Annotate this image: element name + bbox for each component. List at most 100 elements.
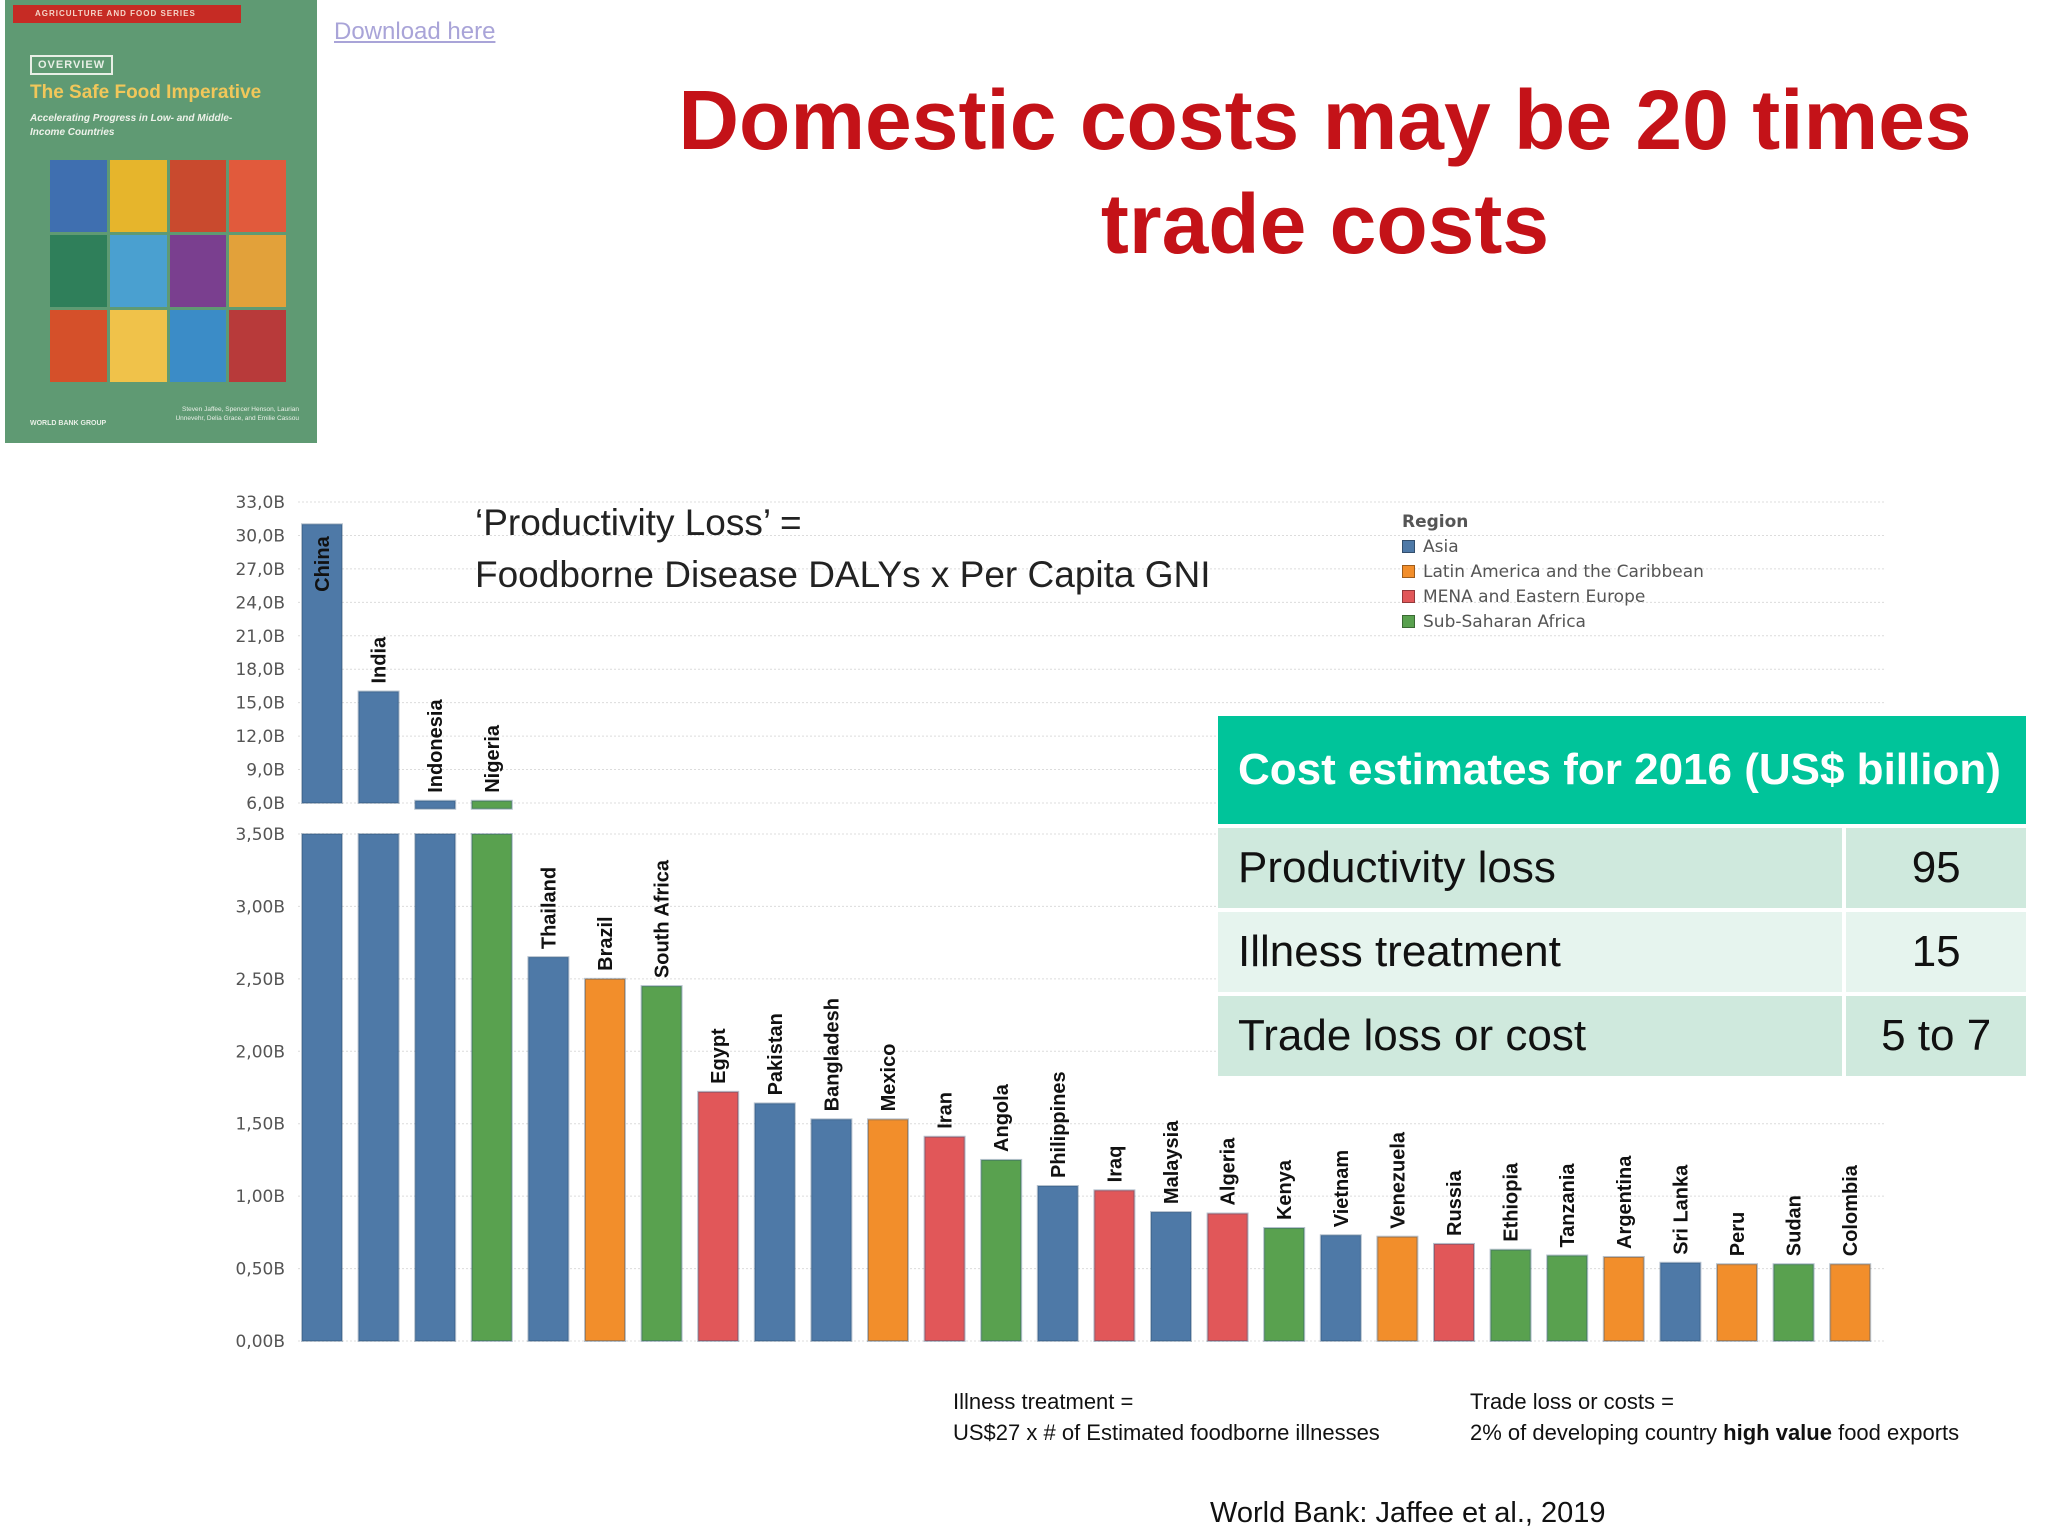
table-row: Productivity loss 95 <box>1218 828 2026 908</box>
y-tick-label: 9,0B <box>246 761 285 781</box>
bar <box>414 799 457 810</box>
source-citation: World Bank: Jaffee et al., 2019 <box>1210 1497 1606 1529</box>
bar <box>697 1090 740 1342</box>
y-tick-label: 0,50B <box>235 1260 285 1280</box>
category-label: Pakistan <box>765 1013 787 1095</box>
row-value: 5 to 7 <box>1846 996 2026 1076</box>
bar <box>1150 1211 1192 1342</box>
bar <box>357 833 400 1342</box>
formula-line-1: ‘Productivity Loss’ = <box>475 502 802 543</box>
bar <box>1036 1185 1079 1343</box>
table-row: Trade loss or cost 5 to 7 <box>1218 996 2026 1076</box>
category-label: Malaysia <box>1161 1120 1183 1204</box>
category-label: Thailand <box>538 867 560 949</box>
bar <box>1206 1212 1249 1342</box>
book-cover-image: AGRICULTURE AND FOOD SERIES OVERVIEW The… <box>5 0 317 443</box>
category-label: Algeria <box>1218 1137 1240 1206</box>
legend-swatch-sub-saharan-africa <box>1402 615 1415 628</box>
trade-loss-note: Trade loss or costs = 2% of developing c… <box>1470 1386 1959 1448</box>
bar <box>810 1118 853 1343</box>
bar <box>1716 1263 1758 1342</box>
category-label: Angola <box>991 1083 1013 1152</box>
row-label: Productivity loss <box>1218 828 1847 908</box>
y-tick-label: 3,50B <box>235 825 285 845</box>
download-link[interactable]: Download here <box>334 18 496 45</box>
legend-item-mena: MENA and Eastern Europe <box>1402 584 1704 609</box>
bar <box>1263 1227 1306 1342</box>
category-label: Iran <box>935 1092 957 1129</box>
table-row: Illness treatment 15 <box>1218 912 2026 992</box>
y-tick-label: 12,0B <box>235 727 285 747</box>
category-label: Vietnam <box>1331 1150 1353 1227</box>
bar <box>1433 1242 1475 1343</box>
y-tick-label: 21,0B <box>235 627 285 647</box>
bar <box>584 977 626 1342</box>
bar <box>414 833 457 1342</box>
bar <box>301 833 343 1342</box>
bar <box>1602 1255 1645 1342</box>
category-label: Nigeria <box>482 724 504 793</box>
legend-swatch-mena <box>1402 590 1415 603</box>
category-label: Philippines <box>1048 1071 1070 1178</box>
note-line: US$27 x # of Estimated foodborne illness… <box>953 1420 1380 1445</box>
bar-chart: 0,00B 0,50B 1,00B 1,50B 2,00B 2,50B 3,00B 3,50B… <box>235 493 1885 1352</box>
bar <box>1772 1263 1815 1342</box>
y-tick-label: 15,0B <box>235 694 285 714</box>
category-label: Peru <box>1727 1212 1749 1256</box>
note-line: 2% of developing country high value food… <box>1470 1420 1960 1445</box>
y-tick-label: 6,0B <box>246 794 285 814</box>
legend-item-latin-america: Latin America and the Caribbean <box>1402 559 1704 584</box>
bar <box>357 690 400 805</box>
category-label: India <box>369 636 391 684</box>
cost-estimates-table: Cost estimates for 2016 (US$ billion) Pr… <box>1218 712 2026 1080</box>
y-tick-label: 0,00B <box>235 1332 285 1352</box>
category-label: Brazil <box>595 916 617 970</box>
bar <box>923 1135 966 1342</box>
y-tick-label: 3,00B <box>235 897 285 917</box>
category-label: Russia <box>1444 1169 1466 1235</box>
y-tick-label: 2,00B <box>235 1042 285 1062</box>
bar <box>1319 1234 1362 1342</box>
cover-overview-label: OVERVIEW <box>30 55 114 75</box>
note-line: Illness treatment = <box>953 1389 1134 1414</box>
legend-swatch-asia <box>1402 540 1415 553</box>
category-label: Colombia <box>1840 1164 1862 1256</box>
category-label: Ethiopia <box>1501 1162 1523 1242</box>
cover-title: The Safe Food Imperative <box>30 82 262 103</box>
bar <box>1546 1254 1589 1343</box>
row-value: 15 <box>1846 912 2026 992</box>
bar <box>867 1118 909 1343</box>
chart-legend: Region Asia Latin America and the Caribb… <box>1402 512 1704 634</box>
bar <box>1659 1261 1702 1343</box>
y-tick-label: 27,0B <box>235 560 285 580</box>
bar <box>1376 1235 1419 1343</box>
y-tick-label: 1,50B <box>235 1115 285 1135</box>
row-label: Illness treatment <box>1218 912 1847 992</box>
legend-item-sub-saharan-africa: Sub-Saharan Africa <box>1402 609 1704 634</box>
category-label: Sudan <box>1784 1195 1806 1256</box>
y-tick-label: 2,50B <box>235 970 285 990</box>
row-value: 95 <box>1846 828 2026 908</box>
category-label: Argentina <box>1614 1155 1636 1249</box>
bar <box>753 1102 796 1342</box>
y-tick-label: 33,0B <box>235 493 285 513</box>
category-label: Iraq <box>1104 1146 1126 1183</box>
category-label: Venezuela <box>1387 1131 1409 1229</box>
formula-line-2: Foodborne Disease DALYs x Per Capita GNI <box>475 554 1211 595</box>
category-label: Bangladesh <box>821 998 843 1111</box>
slide-title: Domestic costs may be 20 times trade cos… <box>678 73 1972 271</box>
cover-series-banner: AGRICULTURE AND FOOD SERIES <box>13 5 241 23</box>
legend-title: Region <box>1402 512 1469 532</box>
legend-item-asia: Asia <box>1402 534 1704 559</box>
bar <box>1489 1248 1532 1342</box>
bar <box>1093 1189 1136 1342</box>
bar <box>527 956 570 1342</box>
category-label: Indonesia <box>425 699 447 793</box>
category-label: Egypt <box>708 1028 730 1084</box>
category-label: Tanzania <box>1557 1163 1579 1248</box>
row-label: Trade loss or cost <box>1218 996 1847 1076</box>
bar <box>980 1158 1023 1343</box>
y-tick-label: 30,0B <box>235 526 285 546</box>
y-tick-label: 24,0B <box>235 593 285 613</box>
bar <box>640 985 683 1342</box>
